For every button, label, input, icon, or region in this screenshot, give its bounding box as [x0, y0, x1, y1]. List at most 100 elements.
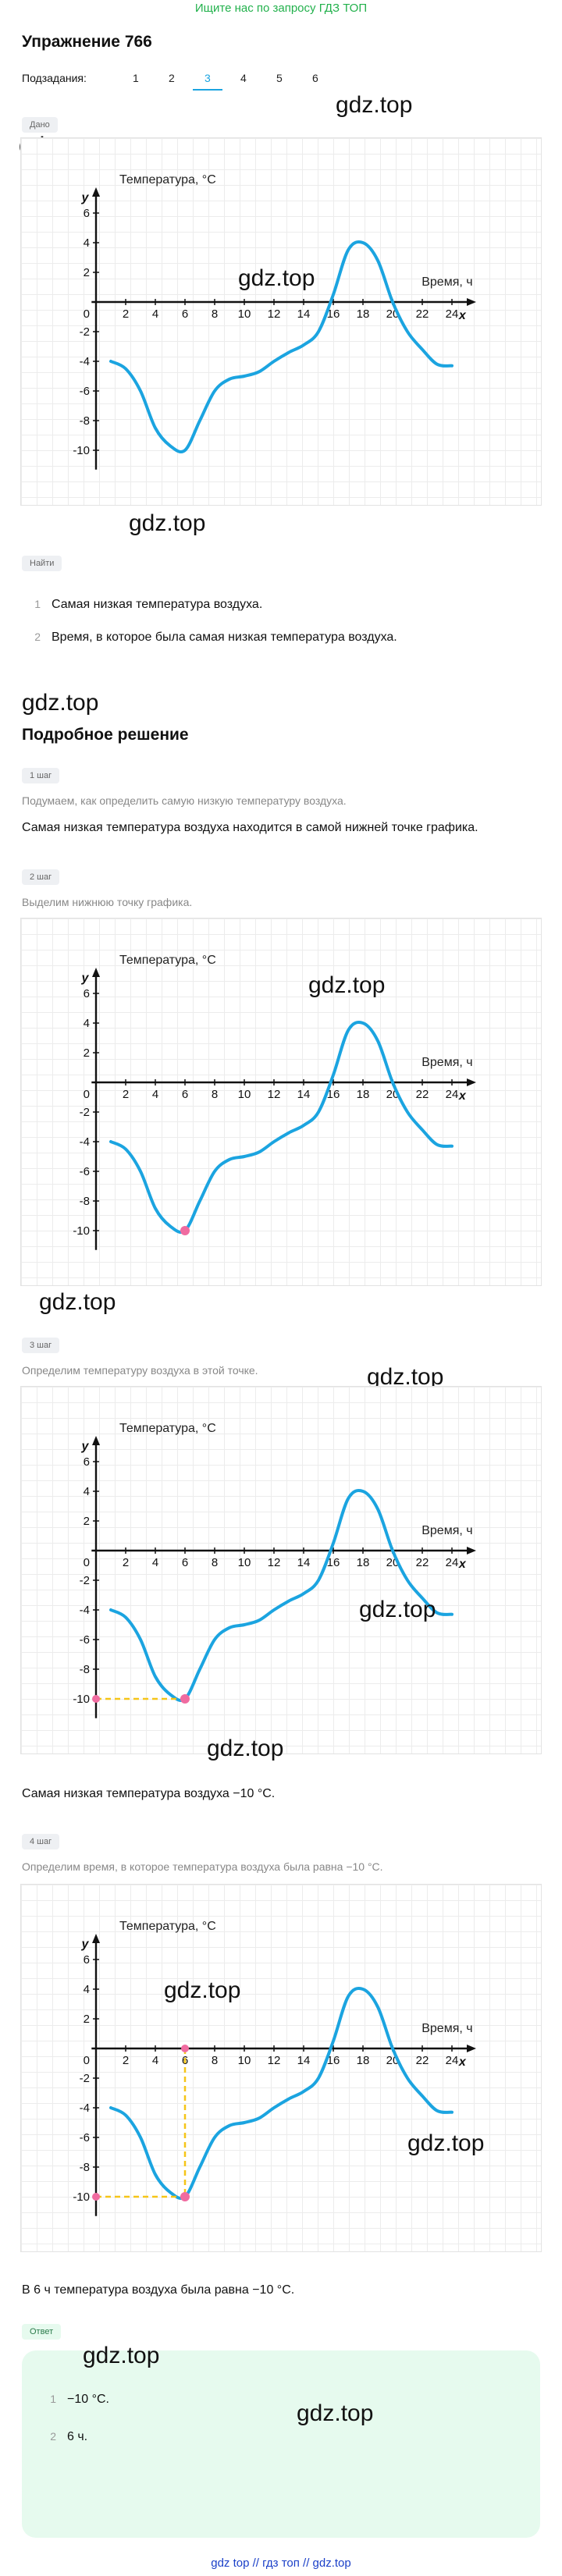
y-axis-name: y — [81, 1938, 90, 1951]
y-tick-label: -4 — [80, 1604, 90, 1617]
y-axis-label: Температура, °C — [119, 173, 216, 187]
x-tick-label: 2 — [123, 307, 129, 321]
y-tick-label: -6 — [80, 1165, 90, 1178]
subtasks-nav: Подзадания: 1 2 3 4 5 6 — [22, 72, 333, 91]
x-tick-label: 22 — [416, 307, 429, 321]
y-tick-label: 4 — [84, 1983, 90, 1996]
answer-label: Ответ — [22, 2324, 62, 2340]
x-tick-label: 14 — [297, 1556, 311, 1569]
x-tick-label: 24 — [446, 1088, 459, 1101]
y-tick-label: -6 — [80, 385, 90, 398]
x-tick-label: 8 — [212, 2054, 218, 2067]
y-tick-label: -8 — [80, 1663, 90, 1676]
y-tick-label: -4 — [80, 1135, 90, 1149]
y-tick-label: -10 — [73, 1693, 90, 1706]
watermark: gdz.top — [308, 972, 386, 998]
x-tick-label: 16 — [327, 2054, 340, 2067]
x-tick-label: 10 — [238, 1556, 251, 1569]
step-text: В 6 ч температура воздуха была равна −10… — [22, 2283, 295, 2297]
y-tick-label: -2 — [80, 1574, 90, 1587]
answer-item: 2 6 ч. — [47, 2430, 87, 2444]
origin-label: 0 — [84, 2054, 90, 2067]
y-tick-label: -8 — [80, 2161, 90, 2174]
search-hint-link[interactable]: Ищите нас по запросу ГДЗ ТОП — [194, 2, 368, 15]
y-tick-label: 6 — [84, 207, 90, 220]
y-axis-name: y — [81, 191, 90, 204]
y-tick-label: 2 — [84, 2013, 90, 2026]
x-axis-label: Время, ч — [422, 275, 472, 289]
x-tick-label: 10 — [238, 307, 251, 321]
x-tick-label: 6 — [182, 1556, 188, 1569]
temperature-line — [109, 1986, 454, 2201]
x-tick-label: 12 — [268, 1088, 281, 1101]
subtask-tab-1[interactable]: 1 — [133, 72, 139, 84]
answer-item: 1 −10 °C. — [47, 2393, 109, 2407]
y-tick-label: -6 — [80, 2131, 90, 2144]
x-axis-name: x — [458, 2055, 467, 2069]
y-tick-label: -6 — [80, 1633, 90, 1647]
origin-label: 0 — [84, 307, 90, 321]
temperature-line — [109, 1020, 454, 1235]
x-tick-label: 2 — [123, 2054, 129, 2067]
axis-marker-y — [92, 1695, 100, 1703]
watermark: gdz.top — [39, 1289, 116, 1315]
y-tick-label: 6 — [84, 1953, 90, 1967]
x-tick-label: 18 — [357, 2054, 370, 2067]
y-axis-label: Температура, °C — [119, 954, 216, 967]
x-tick-label: 14 — [297, 307, 311, 321]
x-tick-label: 16 — [327, 307, 340, 321]
y-tick-label: -4 — [80, 355, 90, 368]
y-axis-name: y — [81, 972, 90, 985]
step-hint: Подумаем, как определить самую низкую те… — [22, 794, 347, 807]
watermark: gdz.top — [297, 2400, 374, 2426]
y-tick-label: -10 — [73, 444, 90, 457]
subtask-tab-3[interactable]: 3 — [190, 72, 226, 91]
axis-marker-y — [92, 2193, 100, 2201]
subtask-tab-4[interactable]: 4 — [240, 72, 247, 84]
watermark: gdz.top — [22, 690, 99, 716]
x-tick-label: 12 — [268, 1556, 281, 1569]
x-tick-label: 10 — [238, 1088, 251, 1101]
y-tick-label: 6 — [84, 987, 90, 1000]
axis-marker-x — [181, 2045, 189, 2052]
watermark: gdz.top — [336, 92, 413, 118]
x-tick-label: 8 — [212, 1088, 218, 1101]
y-tick-label: 6 — [84, 1455, 90, 1469]
watermark: gdz.top — [164, 1977, 241, 2003]
y-axis-arrow — [92, 1934, 100, 1943]
x-tick-label: 6 — [182, 307, 188, 321]
x-axis-arrow — [467, 298, 476, 306]
subtask-tab-5[interactable]: 5 — [276, 72, 283, 84]
x-tick-label: 4 — [152, 307, 158, 321]
find-item-text: Время, в которое была самая низкая темпе… — [52, 631, 397, 644]
graph-panel: 24681012141618202224642-2-4-6-8-100yxТем… — [20, 1884, 542, 2252]
x-tick-label: 24 — [446, 307, 459, 321]
given-label: Дано — [22, 117, 58, 133]
watermark: gdz.top — [83, 2343, 160, 2368]
lowest-point-marker — [180, 1226, 190, 1235]
y-tick-label: -10 — [73, 2190, 90, 2204]
y-tick-label: -8 — [80, 414, 90, 428]
find-item: 2 Время, в которое была самая низкая тем… — [31, 631, 397, 645]
find-item-number: 1 — [34, 598, 41, 610]
subtask-tab-6[interactable]: 6 — [312, 72, 318, 84]
y-tick-label: -2 — [80, 325, 90, 339]
y-tick-label: 2 — [84, 266, 90, 279]
x-tick-label: 12 — [268, 2054, 281, 2067]
y-tick-label: -10 — [73, 1224, 90, 1238]
footer-links[interactable]: gdz top // гдз топ // gdz.top — [211, 2556, 351, 2570]
x-axis-name: x — [458, 1089, 467, 1103]
y-tick-label: -2 — [80, 2072, 90, 2085]
y-axis-name: y — [81, 1440, 90, 1453]
step-text: Самая низкая температура воздуха −10 °C. — [22, 1787, 276, 1800]
x-axis-arrow — [467, 1078, 476, 1086]
x-tick-label: 8 — [212, 1556, 218, 1569]
step-text: Самая низкая температура воздуха находит… — [22, 821, 478, 834]
step-label: 4 шаг — [22, 1834, 60, 1849]
subtask-tab-2[interactable]: 2 — [169, 72, 175, 84]
